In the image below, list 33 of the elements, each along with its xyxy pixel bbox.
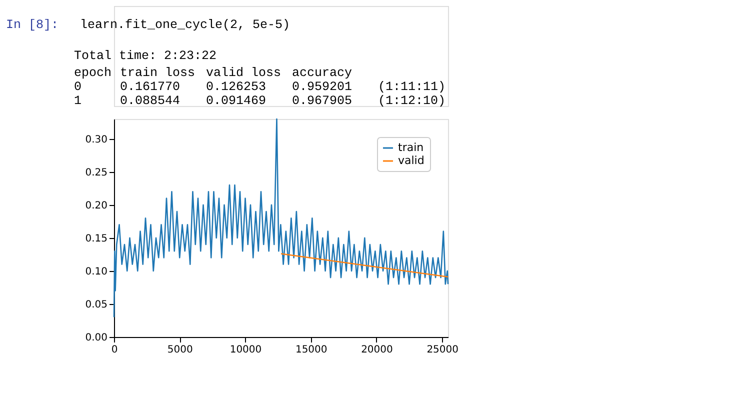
line-series <box>113 118 449 318</box>
x-tick-label: 5000 <box>167 344 193 356</box>
legend-label: valid <box>398 154 424 167</box>
x-tick-label: 25000 <box>426 344 458 356</box>
text: 0.967905 <box>292 94 352 108</box>
text: Total time: 2:23:22 <box>74 49 217 63</box>
text: 1 <box>74 94 82 108</box>
legend-label: train <box>398 141 424 154</box>
text: accuracy <box>292 66 353 80</box>
text: (1:12:10) <box>378 94 446 108</box>
x-tick-label: 20000 <box>361 344 393 356</box>
y-tick-label: 0.20 <box>85 200 108 212</box>
text: epoch <box>74 66 112 80</box>
text: 0.161770 <box>120 80 180 94</box>
y-tick-label: 0.30 <box>85 134 108 146</box>
text: 0.088544 <box>120 94 180 108</box>
text: train loss <box>120 66 196 80</box>
x-tick-label: 15000 <box>295 344 328 356</box>
text: In [8]: <box>6 18 59 32</box>
text: 0.126253 <box>206 80 266 94</box>
x-tick-label: 10000 <box>230 344 262 356</box>
text: learn.fit_one_cycle(2, 5e-5) <box>80 18 290 32</box>
text: valid loss <box>206 66 282 80</box>
y-tick-label: 0.05 <box>85 299 108 310</box>
text: (1:11:11) <box>378 80 446 94</box>
y-tick-label: 0.15 <box>85 233 108 244</box>
text: 0.959201 <box>292 80 352 94</box>
y-tick-label: 0.00 <box>85 332 108 344</box>
y-tick-label: 0.10 <box>85 266 108 278</box>
x-tick-label: 0 <box>111 344 118 356</box>
y-tick-label: 0.25 <box>85 167 108 178</box>
text: 0.091469 <box>206 94 266 108</box>
text: 0 <box>74 80 82 94</box>
